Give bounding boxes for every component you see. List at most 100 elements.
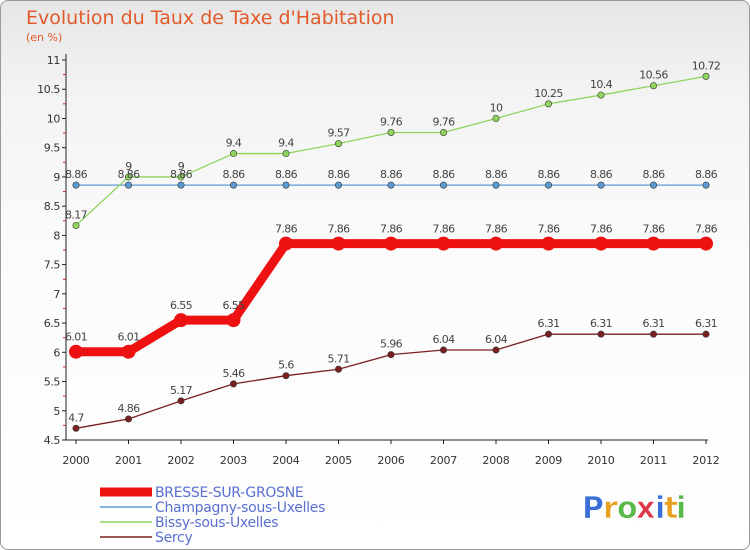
brand-letter: i <box>655 491 665 526</box>
data-label: 7.86 <box>380 223 403 236</box>
data-label: 8.86 <box>590 168 613 181</box>
data-label: 9.76 <box>380 115 403 128</box>
data-point <box>72 181 80 189</box>
data-label: 6.04 <box>485 333 508 346</box>
data-label: 6.31 <box>695 317 717 330</box>
data-label: 5.17 <box>170 384 193 397</box>
data-point <box>125 181 133 189</box>
y-tick-label: 5.5 <box>44 376 61 389</box>
y-tick-label: 10.5 <box>37 83 60 96</box>
data-point <box>439 181 447 189</box>
y-tick-label: 10 <box>47 112 61 125</box>
data-point <box>597 330 605 338</box>
data-point <box>436 236 451 251</box>
y-tick-label: 9 <box>53 171 60 184</box>
data-point <box>649 82 657 90</box>
data-label: 6.31 <box>590 317 612 330</box>
data-label: 10.56 <box>639 69 668 82</box>
data-point <box>72 221 80 229</box>
data-label: 8.86 <box>65 168 88 181</box>
data-label: 7.86 <box>642 223 665 236</box>
data-point <box>489 236 503 251</box>
data-label: 6.04 <box>432 333 455 346</box>
data-point <box>387 128 395 136</box>
data-point <box>226 313 241 328</box>
data-label: 8.86 <box>117 168 140 181</box>
brand-letter: o <box>617 491 638 526</box>
data-point <box>331 236 346 251</box>
data-label: 8.86 <box>537 168 560 181</box>
legend-label: Champagny-sous-Uxelles <box>155 500 325 516</box>
data-point <box>544 330 552 338</box>
data-label: 5.6 <box>278 359 294 372</box>
data-label: 8.86 <box>380 168 403 181</box>
data-label: 7.86 <box>590 223 613 236</box>
data-point <box>384 236 398 251</box>
data-label: 6.01 <box>117 331 139 344</box>
data-label: 10.25 <box>534 87 563 100</box>
data-point <box>230 150 238 158</box>
data-label: 6.31 <box>537 317 559 330</box>
data-point <box>702 330 710 338</box>
data-point <box>646 236 661 251</box>
data-label: 8.86 <box>170 168 193 181</box>
legend: BRESSE-SUR-GROSNEChampagny-sous-UxellesB… <box>100 485 325 546</box>
data-label: 9 <box>125 160 132 173</box>
x-tick-label: 2001 <box>115 454 142 467</box>
x-tick-label: 2006 <box>377 454 404 467</box>
axes: 4.5 5 5.5 6 6.5 7 7.5 8 8.5 9 9.5 10 10.5 11 2000 2001 2… <box>37 54 720 467</box>
data-point <box>177 397 185 405</box>
x-tick-label: 2004 <box>272 454 299 467</box>
data-point <box>282 150 290 158</box>
series-lines <box>69 72 713 432</box>
chart-subtitle: (en %) <box>26 31 62 44</box>
data-label: 9.76 <box>432 115 455 128</box>
data-point <box>702 181 710 189</box>
data-label: 8.86 <box>642 168 665 181</box>
y-tick-label: 4.5 <box>44 434 61 447</box>
data-point <box>597 91 605 99</box>
data-point <box>544 100 552 108</box>
brand-letter: i <box>676 491 686 526</box>
y-tick-label: 8.5 <box>44 200 61 213</box>
data-label: 8.86 <box>432 168 455 181</box>
data-point <box>279 236 293 251</box>
x-tick-label: 2012 <box>692 454 719 467</box>
data-point <box>334 181 342 189</box>
data-point <box>699 236 713 251</box>
legend-label: Bissy-sous-Uxelles <box>155 515 278 531</box>
brand-letter: t <box>664 491 678 526</box>
data-point <box>594 236 608 251</box>
x-tick-label: 2000 <box>62 454 89 467</box>
data-label: 6.31 <box>642 317 664 330</box>
y-tick-label: 11 <box>47 54 60 67</box>
y-tick-label: 7 <box>53 288 60 301</box>
x-tick-label: 2009 <box>535 454 562 467</box>
data-point <box>439 128 447 136</box>
x-tick-label: 2007 <box>430 454 457 467</box>
data-label: 8.86 <box>327 168 350 181</box>
data-point <box>649 181 657 189</box>
data-point <box>492 181 500 189</box>
data-label: 8.86 <box>222 168 245 181</box>
data-label: 9.4 <box>226 137 242 150</box>
data-point <box>387 181 395 189</box>
data-label: 10 <box>490 101 503 114</box>
data-label: 8.17 <box>65 208 88 221</box>
data-labels: 6.01 6.01 6.55 6.55 7.86 7.86 7.86 7.86 7.86 7.86… <box>65 59 721 424</box>
data-point <box>125 173 133 181</box>
y-tick-label: 5 <box>53 405 60 418</box>
data-label: 10.72 <box>692 59 721 72</box>
data-point <box>492 114 500 122</box>
x-tick-label: 2010 <box>587 454 614 467</box>
data-label: 8.86 <box>485 168 508 181</box>
data-label: 7.86 <box>695 223 718 236</box>
data-point <box>649 330 657 338</box>
data-label: 7.86 <box>275 223 298 236</box>
data-point <box>541 236 556 251</box>
data-point <box>72 424 80 432</box>
data-label: 8.86 <box>275 168 298 181</box>
data-point <box>597 181 605 189</box>
